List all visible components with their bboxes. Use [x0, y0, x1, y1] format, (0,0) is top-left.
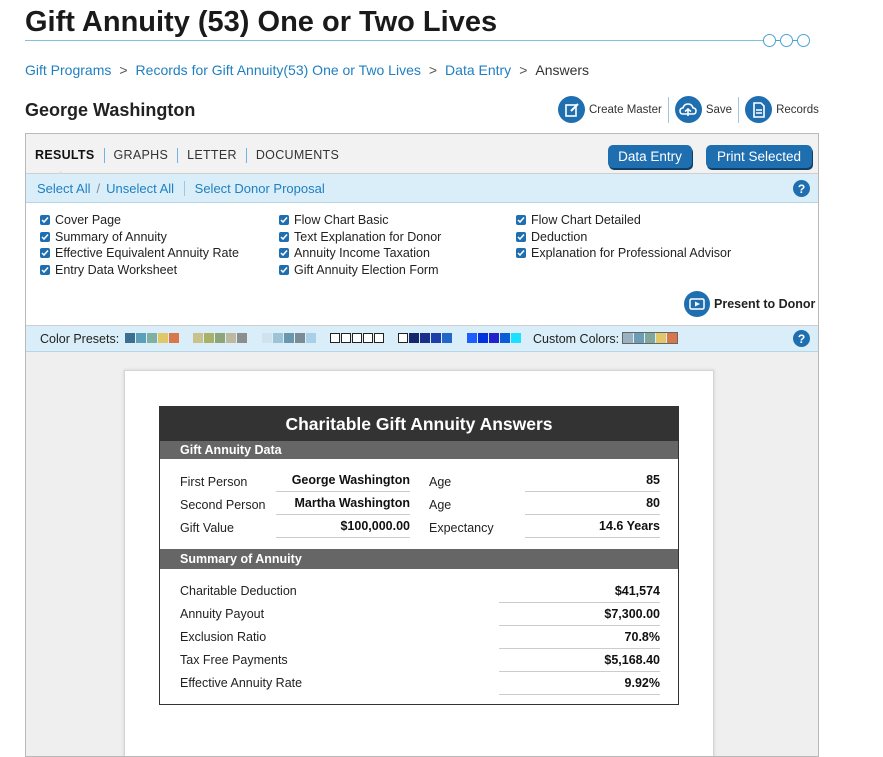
annuity-payout-value: $7,300.00 [499, 607, 660, 626]
breadcrumb-answers: Answers [535, 62, 590, 78]
document-checklist: Cover Page Summary of Annuity Effective … [26, 203, 818, 326]
help-icon[interactable]: ? [793, 180, 810, 197]
results-panel: RESULTS GRAPHS LETTER DOCUMENTS Data Ent… [25, 133, 819, 757]
data-entry-button[interactable]: Data Entry [608, 145, 692, 168]
charitable-deduction-value: $41,574 [499, 584, 660, 603]
page-title: Gift Annuity (53) One or Two Lives [25, 6, 498, 38]
breadcrumb-gift-programs[interactable]: Gift Programs [25, 62, 112, 78]
checkbox-checked-icon [516, 215, 526, 225]
select-all-link[interactable]: Select All [37, 181, 91, 196]
title-rule [25, 40, 765, 41]
tab-documents[interactable]: DOCUMENTS [245, 148, 348, 163]
color-preset-6[interactable] [467, 333, 521, 343]
present-to-donor-button[interactable]: Present to Donor [684, 291, 815, 317]
unselect-all-link[interactable]: Unselect All [106, 181, 175, 196]
toolbar: Create Master Save Records [552, 96, 825, 123]
progress-dots-icon [763, 34, 810, 47]
checkbox-checked-icon [40, 265, 50, 275]
help-icon[interactable]: ? [793, 330, 810, 347]
checkbox-checked-icon [40, 215, 50, 225]
checkbox-checked-icon [279, 232, 289, 242]
age1-value: 85 [525, 473, 660, 492]
checkbox-annuity-income-taxation[interactable]: Annuity Income Taxation [279, 246, 430, 260]
checkbox-checked-icon [279, 215, 289, 225]
expectancy-value: 14.6 Years [525, 519, 660, 538]
donor-name: George Washington [25, 100, 196, 120]
checkbox-flow-chart-detailed[interactable]: Flow Chart Detailed [516, 213, 641, 227]
tab-results[interactable]: RESULTS [35, 148, 104, 163]
document-icon [745, 96, 773, 123]
checkbox-election-form[interactable]: Gift Annuity Election Form [279, 263, 439, 277]
save-button[interactable]: Save [669, 96, 738, 123]
tax-free-payments-value: $5,168.40 [499, 653, 660, 672]
breadcrumb-data-entry[interactable]: Data Entry [445, 62, 512, 78]
section-summary-of-annuity: Summary of Annuity [160, 549, 678, 569]
edit-icon [558, 96, 585, 123]
color-bar: Color Presets: Custom Colors: ? [26, 326, 818, 352]
checkbox-checked-icon [40, 232, 50, 242]
checkbox-checked-icon [516, 248, 526, 258]
color-preset-3[interactable] [262, 333, 316, 343]
selection-bar: Select All / Unselect All Select Donor P… [26, 174, 818, 203]
effective-annuity-rate-value: 9.92% [499, 676, 660, 695]
breadcrumb-records[interactable]: Records for Gift Annuity(53) One or Two … [135, 62, 421, 78]
checkbox-checked-icon [279, 265, 289, 275]
exclusion-ratio-value: 70.8% [499, 630, 660, 649]
video-present-icon [684, 291, 710, 317]
color-preset-1[interactable] [125, 333, 179, 343]
cloud-upload-icon [674, 96, 702, 123]
color-preset-4[interactable] [330, 333, 384, 343]
section-gift-annuity-data: Gift Annuity Data [160, 441, 678, 459]
tab-bar: RESULTS GRAPHS LETTER DOCUMENTS Data Ent… [26, 134, 818, 174]
first-person-value: George Washington [276, 473, 410, 492]
color-preset-5[interactable] [398, 333, 452, 343]
checkbox-effective-rate[interactable]: Effective Equivalent Annuity Rate [40, 246, 239, 260]
checkbox-cover-page[interactable]: Cover Page [40, 213, 121, 227]
print-selected-button[interactable]: Print Selected [706, 145, 812, 168]
checkbox-summary-of-annuity[interactable]: Summary of Annuity [40, 230, 167, 244]
tab-graphs[interactable]: GRAPHS [103, 148, 178, 163]
breadcrumb: Gift Programs > Records for Gift Annuity… [25, 62, 590, 78]
second-person-value: Martha Washington [276, 496, 410, 515]
checkbox-checked-icon [279, 248, 289, 258]
tab-letter[interactable]: LETTER [177, 148, 246, 163]
checkbox-flow-chart-basic[interactable]: Flow Chart Basic [279, 213, 388, 227]
custom-color-swatches[interactable] [622, 332, 678, 344]
answers-report: Charitable Gift Annuity Answers Gift Ann… [159, 406, 679, 705]
checkbox-entry-data-worksheet[interactable]: Entry Data Worksheet [40, 263, 177, 277]
select-donor-proposal-link[interactable]: Select Donor Proposal [194, 181, 325, 196]
checkbox-deduction[interactable]: Deduction [516, 230, 587, 244]
report-title: Charitable Gift Annuity Answers [160, 407, 678, 441]
color-preset-2[interactable] [193, 333, 247, 343]
create-master-button[interactable]: Create Master [552, 96, 668, 123]
report-preview: Charitable Gift Annuity Answers Gift Ann… [124, 370, 714, 756]
records-button[interactable]: Records [739, 96, 825, 123]
checkbox-text-explanation[interactable]: Text Explanation for Donor [279, 230, 441, 244]
checkbox-checked-icon [516, 232, 526, 242]
checkbox-checked-icon [40, 248, 50, 258]
gift-value: $100,000.00 [276, 519, 410, 538]
age2-value: 80 [525, 496, 660, 515]
checkbox-professional-advisor[interactable]: Explanation for Professional Advisor [516, 246, 731, 260]
